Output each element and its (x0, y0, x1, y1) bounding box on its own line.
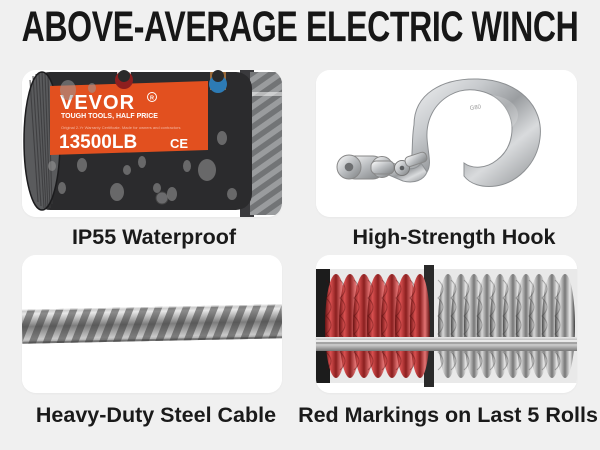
svg-text:13500LB: 13500LB (59, 132, 137, 153)
svg-text:TOUGH TOOLS, HALF PRICE: TOUGH TOOLS, HALF PRICE (61, 113, 158, 120)
svg-text:R: R (150, 96, 154, 102)
svg-text:CE: CE (170, 136, 188, 151)
svg-text:Original 2-Yr Warranty Certifi: Original 2-Yr Warranty Certificate. Made… (61, 125, 180, 130)
